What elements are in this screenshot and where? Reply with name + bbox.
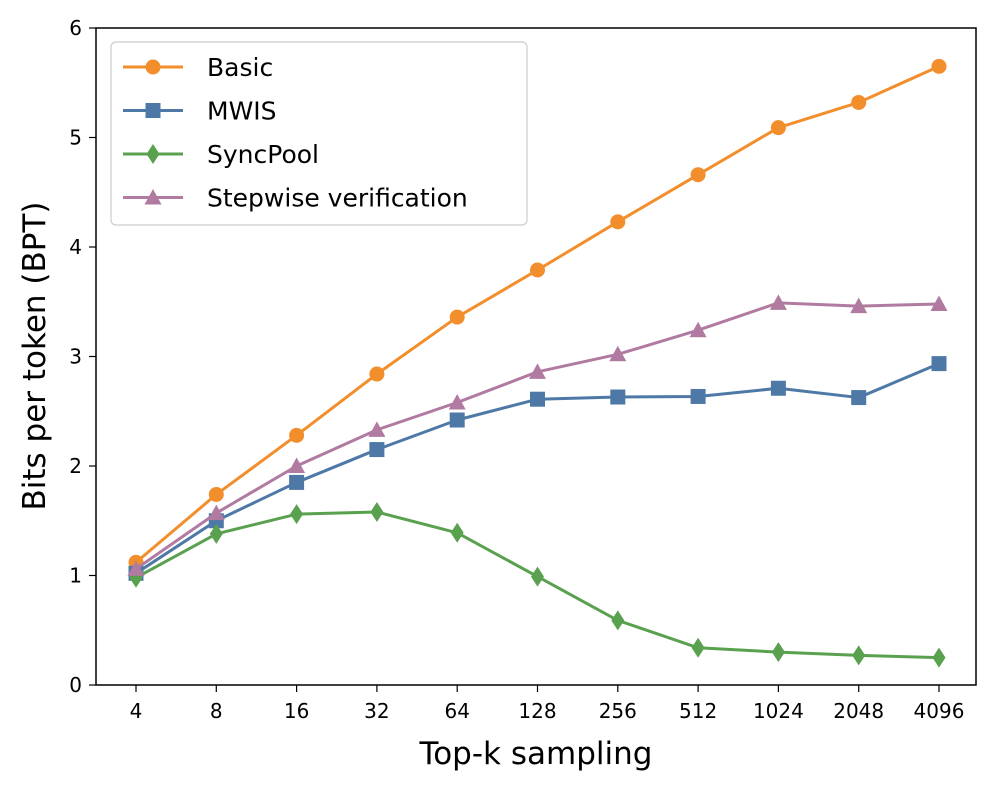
y-tick-label: 0 [69,673,82,697]
x-tick-label: 32 [364,699,389,723]
data-point-stepwise-verification [448,393,466,410]
y-axis-title: Bits per token (BPT) [17,201,53,510]
data-point-stepwise-verification [127,560,145,576]
legend: Basic MWIS SyncPool Stepwise verification [110,41,528,226]
data-point-mwis [369,442,385,458]
data-point-basic [530,262,545,278]
data-point-mwis [289,474,305,490]
x-tick-label: 256 [599,699,637,723]
legend-label-mwis: MWIS [207,97,277,126]
data-point-stepwise-verification [850,297,868,314]
legend-label-stepwise-verification: Stepwise verification [207,184,468,213]
data-point-syncpool [611,610,625,631]
data-point-syncpool [450,522,464,543]
data-point-basic [449,309,465,325]
data-point-basic [289,427,305,443]
legend-marker-basic [145,59,161,75]
legend-box [110,41,528,226]
y-tick-label: 5 [69,126,82,150]
x-tick-label: 8 [210,699,223,723]
y-tick-label: 3 [69,345,82,369]
data-point-syncpool [771,642,785,663]
data-point-mwis [690,388,706,404]
data-point-syncpool [370,501,384,522]
legend-label-syncpool: SyncPool [207,140,319,169]
x-tick-label: 128 [518,699,556,723]
data-point-mwis [770,380,786,396]
data-point-stepwise-verification [609,345,627,362]
series-syncpool [129,501,946,668]
legend-marker-stepwise-verification [144,189,162,205]
data-point-basic [690,167,706,183]
data-point-stepwise-verification [769,294,787,310]
data-point-basic [770,120,786,136]
x-tick-label: 4 [130,699,143,723]
data-point-syncpool [932,647,946,668]
y-tick-label: 4 [69,235,82,259]
data-point-basic [610,214,626,230]
legend-label-basic: Basic [207,53,273,82]
data-point-basic [369,366,385,382]
series-stepwise-verification [127,294,948,576]
data-point-stepwise-verification [529,363,546,379]
y-tick-label: 1 [69,564,82,588]
x-tick-label: 512 [679,699,717,723]
data-point-syncpool [852,645,866,666]
y-tick-label: 2 [69,454,82,478]
data-point-stepwise-verification [689,321,707,338]
data-point-mwis [851,390,867,406]
data-point-mwis [530,391,545,407]
x-tick-label: 64 [444,699,469,723]
data-point-stepwise-verification [930,295,948,311]
x-tick-label: 1024 [753,699,804,723]
data-point-stepwise-verification [368,421,386,437]
x-tick-label: 16 [284,699,309,723]
axes-layer: 4 8 16 32 64 128 256 512 1024 2048 4096 0 1 2 3 4 5 6 [69,16,964,723]
data-point-syncpool [691,637,705,658]
data-point-stepwise-verification [288,457,306,473]
data-point-syncpool [209,523,223,544]
legend-marker-mwis [145,103,161,118]
data-point-stepwise-verification [207,504,225,521]
y-tick-label: 6 [69,16,82,40]
data-point-syncpool [290,504,304,525]
series-layer [127,58,948,668]
data-point-basic [851,94,867,110]
plot-frame [95,27,977,686]
x-tick-label: 4096 [914,699,965,723]
x-tick-label: 2048 [833,699,884,723]
legend-marker-syncpool [146,144,160,164]
data-point-mwis [449,412,465,428]
data-point-syncpool [531,566,544,587]
data-point-mwis [610,389,626,405]
data-point-mwis [931,356,947,372]
data-point-basic [208,486,224,502]
data-point-basic [931,58,947,74]
x-axis-title: Top-k sampling [419,736,653,772]
